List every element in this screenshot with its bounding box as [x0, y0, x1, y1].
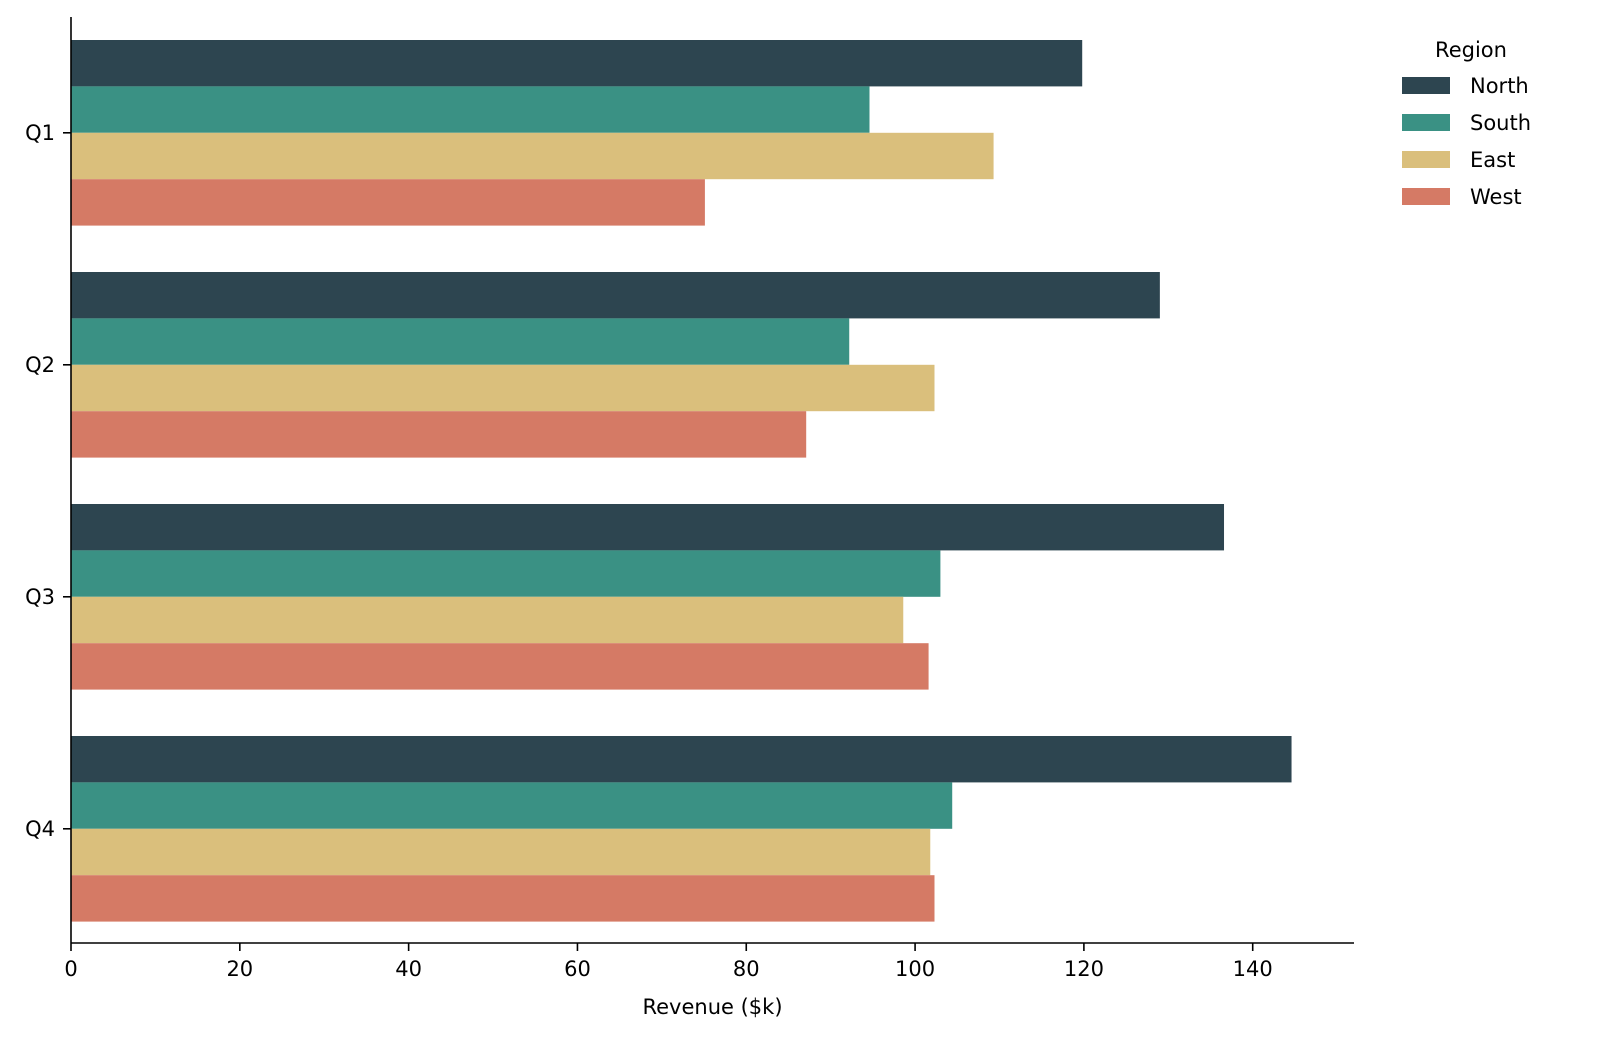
- bar-q4-south: [71, 782, 953, 829]
- legend-label-east: East: [1470, 148, 1515, 172]
- bar-q4-east: [71, 828, 931, 876]
- legend-swatch-north: [1402, 77, 1450, 94]
- x-tick-label-0: 0: [64, 957, 77, 981]
- x-tick-label-120: 120: [1064, 957, 1104, 981]
- legend-label-north: North: [1470, 74, 1529, 98]
- y-tick-label-q4: Q4: [25, 817, 55, 841]
- bar-q2-south: [71, 318, 850, 365]
- bar-q2-west: [71, 411, 807, 458]
- bar-q3-east: [71, 596, 904, 644]
- x-tick-label-60: 60: [564, 957, 591, 981]
- x-axis: 0 20 40 60 80 100 120 140: [64, 942, 1354, 981]
- legend-label-west: West: [1470, 185, 1522, 209]
- x-tick-label-20: 20: [226, 957, 253, 981]
- y-tick-label-q2: Q2: [25, 353, 55, 377]
- bar-q2-east: [71, 364, 935, 412]
- bar-q4-north: [71, 736, 1292, 783]
- bar-q1-west: [71, 179, 705, 226]
- x-tick-label-80: 80: [733, 957, 760, 981]
- y-tick-label-q1: Q1: [25, 121, 55, 145]
- x-tick-label-40: 40: [395, 957, 422, 981]
- legend: Region North South East West: [1402, 38, 1531, 209]
- bar-q2-north: [71, 272, 1160, 319]
- x-axis-label: Revenue ($k): [642, 995, 782, 1019]
- legend-swatch-south: [1402, 114, 1450, 131]
- bars-group: [71, 40, 1292, 922]
- y-tick-label-q3: Q3: [25, 585, 55, 609]
- legend-title: Region: [1435, 38, 1507, 62]
- legend-label-south: South: [1470, 111, 1531, 135]
- y-axis: Q1 Q2 Q3 Q4: [25, 17, 72, 943]
- x-tick-label-140: 140: [1233, 957, 1273, 981]
- legend-swatch-east: [1402, 151, 1450, 168]
- bar-q1-north: [71, 40, 1083, 87]
- bar-q3-south: [71, 550, 941, 597]
- bar-q3-west: [71, 643, 929, 690]
- x-tick-label-100: 100: [895, 957, 935, 981]
- bar-q3-north: [71, 504, 1225, 551]
- bar-q4-west: [71, 875, 935, 922]
- bar-q1-south: [71, 86, 870, 133]
- legend-swatch-west: [1402, 188, 1450, 205]
- bar-q1-east: [71, 132, 994, 180]
